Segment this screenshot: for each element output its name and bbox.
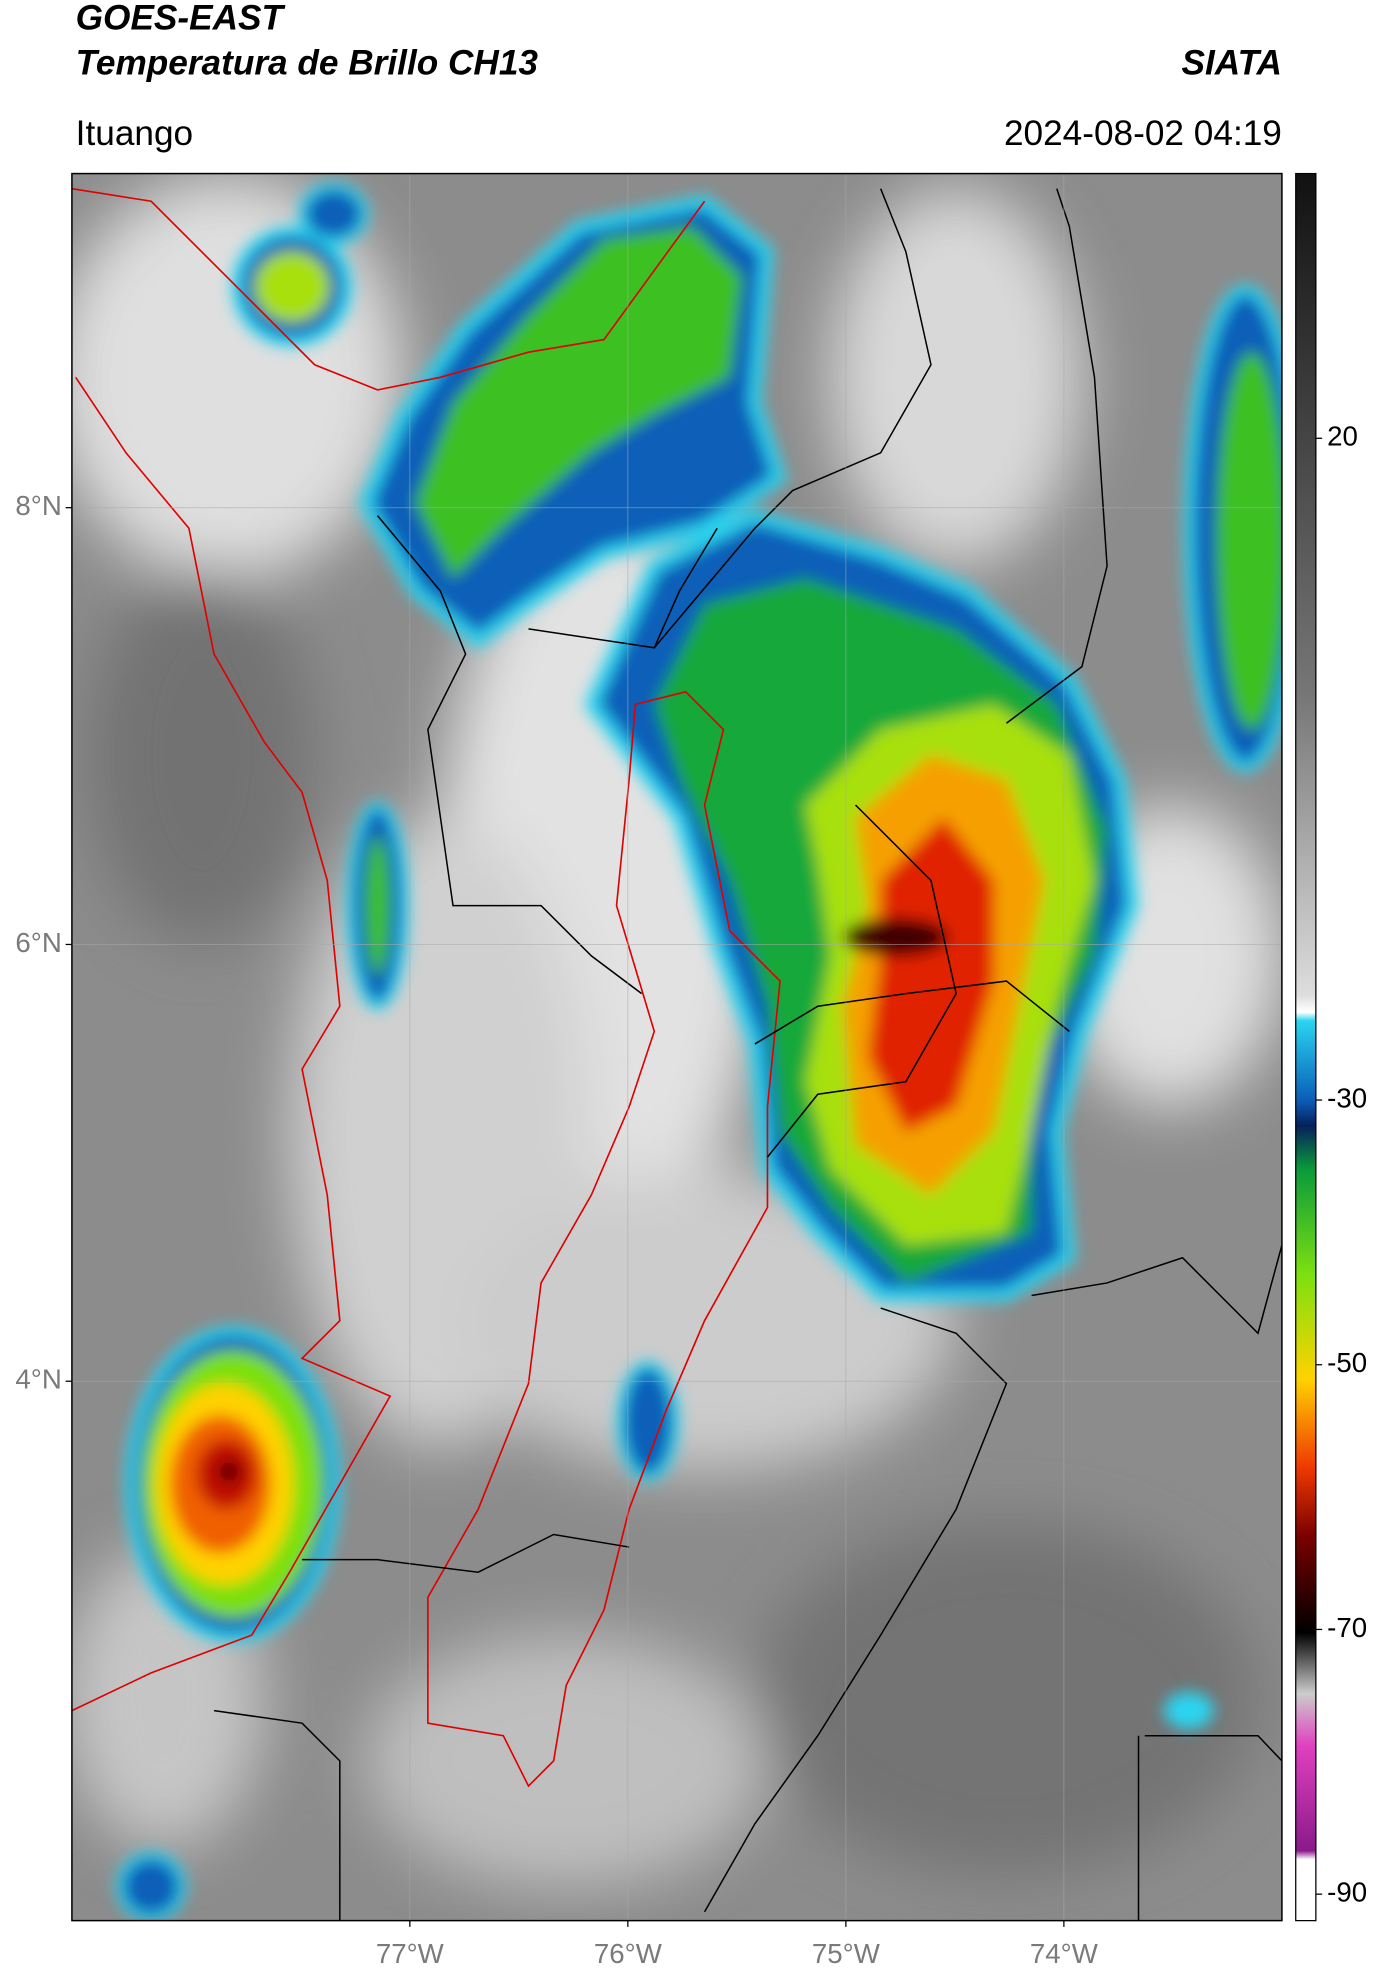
colorbar-tick-label: -90 (1327, 1876, 1367, 1907)
x-tick-label: 76°W (594, 1938, 663, 1969)
grid (71, 173, 1282, 1921)
y-tick-label: 8°N (15, 490, 61, 521)
x-tick-label: 74°W (1030, 1938, 1099, 1969)
black-borders (213, 188, 1282, 1921)
colorbar-tick-label: -30 (1327, 1082, 1367, 1113)
brand: SIATA (1182, 44, 1282, 83)
colorbar-tick-label: -50 (1327, 1347, 1367, 1378)
datetime: 2024-08-02 04:19 (1004, 114, 1282, 153)
subtitle: Temperatura de Brillo CH13 (76, 44, 539, 83)
x-tick-label: 77°W (376, 1938, 445, 1969)
colorbar (1295, 172, 1317, 1922)
x-tick-label: 75°W (812, 1938, 881, 1969)
map-frame (71, 172, 1283, 1922)
y-tick-label: 4°N (15, 1364, 61, 1395)
title: GOES-EAST (76, 0, 286, 37)
colorbar-tick-label: -70 (1327, 1612, 1367, 1643)
y-tick-label: 6°N (15, 927, 61, 958)
satellite-image (71, 173, 1282, 1921)
red-borders (71, 187, 781, 1788)
location: Ituango (76, 114, 193, 153)
colorbar-tick-label: 20 (1327, 421, 1358, 452)
